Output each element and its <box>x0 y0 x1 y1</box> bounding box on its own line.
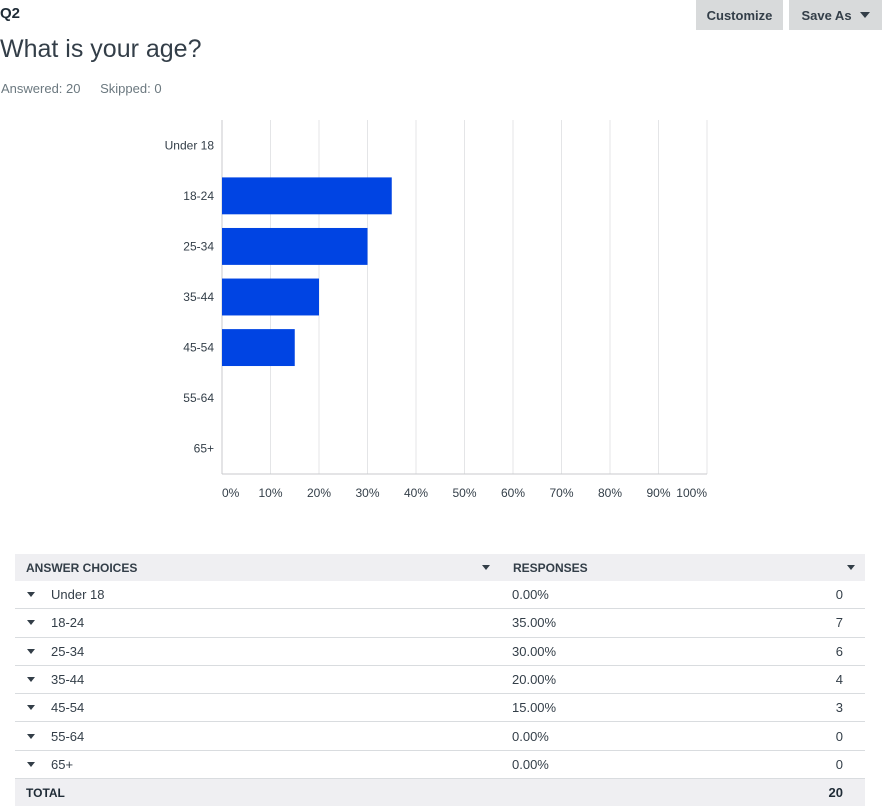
chart-category-labels: Under 18 18-24 25-34 35-44 45-54 55-64 65+ <box>165 138 215 455</box>
customize-button[interactable]: Customize <box>696 0 783 30</box>
bar[interactable] <box>222 278 319 316</box>
category-label: 45-54 <box>183 341 214 355</box>
table-row: 18-24 35.00% 7 <box>15 609 865 638</box>
category-label: 25-34 <box>183 239 214 253</box>
x-tick-label: 90% <box>646 486 670 500</box>
response-count: 7 <box>835 615 843 631</box>
response-count: 0 <box>835 728 843 744</box>
answer-choice-cell: 25-34 <box>15 644 502 659</box>
answer-choice-label: 35-44 <box>51 672 85 688</box>
table-row: 35-44 20.00% 4 <box>15 666 865 695</box>
x-tick-label: 60% <box>501 486 525 500</box>
sort-caret-icon[interactable] <box>482 565 490 570</box>
category-label: 18-24 <box>183 189 214 203</box>
response-count: 6 <box>835 643 843 659</box>
answer-choice-cell: Under 18 <box>15 587 502 602</box>
table-row: 65+ 0.00% 0 <box>15 751 865 780</box>
category-label: Under 18 <box>165 138 215 152</box>
answer-choice-cell: 35-44 <box>15 672 502 687</box>
expand-caret-icon[interactable] <box>27 733 35 739</box>
expand-caret-icon[interactable] <box>27 648 35 654</box>
expand-caret-icon[interactable] <box>27 592 35 598</box>
answered-count: Answered: 20 <box>1 81 81 96</box>
responses-table: ANSWER CHOICES RESPONSES Under 18 0.00% 0 1… <box>15 554 865 806</box>
response-percent: 0.00% <box>512 756 549 772</box>
customize-label: Customize <box>706 7 773 23</box>
skipped-count: Skipped: 0 <box>100 81 162 96</box>
response-percent: 30.00% <box>512 643 557 659</box>
total-value: 20 <box>828 785 843 801</box>
answer-choice-label: 18-24 <box>51 615 85 631</box>
question-title: What is your age? <box>0 35 202 63</box>
x-tick-label: 70% <box>549 486 573 500</box>
answer-choice-label: 55-64 <box>51 728 85 744</box>
response-percent: 0.00% <box>512 728 549 744</box>
table-row: 45-54 15.00% 3 <box>15 694 865 723</box>
chart-bars <box>222 177 392 367</box>
responses-header-label: RESPONSES <box>513 560 588 575</box>
table-row: 25-34 30.00% 6 <box>15 638 865 666</box>
response-count: 0 <box>835 587 843 603</box>
x-tick-label: 30% <box>355 486 379 500</box>
response-percent: 35.00% <box>512 615 557 631</box>
response-percent: 0.00% <box>512 587 549 603</box>
x-tick-label: 40% <box>404 486 428 500</box>
table-row: 55-64 0.00% 0 <box>15 722 865 751</box>
answer-choice-cell: 55-64 <box>15 729 502 744</box>
table-row: Under 18 0.00% 0 <box>15 581 865 610</box>
table-body: Under 18 0.00% 0 18-24 35.00% 7 25-34 30.00% 6 35… <box>15 581 865 780</box>
answer-choice-cell: 45-54 <box>15 700 502 715</box>
response-stats: Answered: 20 Skipped: 0 <box>1 81 178 96</box>
expand-caret-icon[interactable] <box>27 761 35 767</box>
response-count: 4 <box>835 672 843 688</box>
answer-choice-cell: 65+ <box>15 757 502 772</box>
x-tick-label: 10% <box>258 486 282 500</box>
answer-choice-label: 65+ <box>51 756 74 772</box>
category-label: 65+ <box>194 442 214 456</box>
bar[interactable] <box>222 227 368 265</box>
x-tick-label: 80% <box>598 486 622 500</box>
answer-choices-header-label: ANSWER CHOICES <box>26 560 138 575</box>
category-label: 35-44 <box>183 290 214 304</box>
expand-caret-icon[interactable] <box>27 677 35 683</box>
x-tick-label: 20% <box>307 486 331 500</box>
response-percent: 20.00% <box>512 672 557 688</box>
chevron-down-icon <box>859 12 870 18</box>
response-count: 0 <box>835 756 843 772</box>
responses-header[interactable]: RESPONSES <box>502 554 865 581</box>
category-label: 55-64 <box>183 391 214 405</box>
total-label: TOTAL <box>26 785 65 800</box>
bar-chart: Under 18 18-24 25-34 35-44 45-54 55-64 65+ 0% 1… <box>165 120 708 500</box>
response-count: 3 <box>835 700 843 716</box>
expand-caret-icon[interactable] <box>27 705 35 711</box>
answer-choices-header[interactable]: ANSWER CHOICES <box>15 554 500 581</box>
chart-tick-labels: 0% 10% 20% 30% 40% 50% 60% 70% 80% 90% 100% <box>222 486 707 500</box>
bar[interactable] <box>222 329 295 367</box>
x-tick-label: 0% <box>222 486 240 500</box>
answer-choice-label: Under 18 <box>51 587 105 603</box>
answer-choice-label: 45-54 <box>51 700 85 716</box>
answer-choice-label: 25-34 <box>51 643 85 659</box>
question-number: Q2 <box>0 5 21 22</box>
save-as-button[interactable]: Save As <box>789 0 882 30</box>
response-percent: 15.00% <box>512 700 557 716</box>
table-footer: TOTAL 20 <box>15 779 865 806</box>
expand-caret-icon[interactable] <box>27 620 35 626</box>
table-header: ANSWER CHOICES RESPONSES <box>15 554 865 581</box>
sort-caret-icon[interactable] <box>847 565 855 570</box>
x-tick-label: 50% <box>452 486 476 500</box>
bar[interactable] <box>222 177 392 215</box>
save-as-label: Save As <box>801 7 852 23</box>
x-tick-label: 100% <box>676 486 707 500</box>
answer-choice-cell: 18-24 <box>15 615 502 630</box>
